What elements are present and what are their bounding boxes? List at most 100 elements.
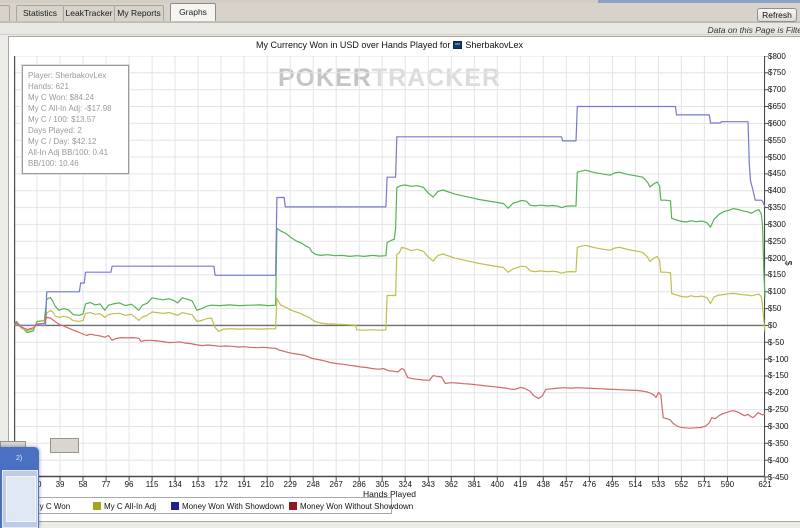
tab-graphs[interactable]: Graphs <box>170 3 216 21</box>
tab-fragment[interactable] <box>0 5 10 21</box>
x-axis-tick-label: 210 <box>260 480 274 489</box>
x-axis-tick-label: 305 <box>375 480 389 489</box>
y-axis-tick-label: $-150 <box>768 371 789 381</box>
x-axis-tick-label: 457 <box>559 480 574 489</box>
y-axis-tick-label: $300 <box>768 219 786 229</box>
stat-player: Player: SherbakovLex <box>28 71 107 80</box>
y-axis-tick-label: $0 <box>768 320 777 330</box>
x-axis-tick-label: 191 <box>237 480 251 489</box>
y-axis-tick-label: $-350 <box>768 438 789 448</box>
x-axis-tick-label: 621 <box>758 480 772 489</box>
stat-per-day: My C / Day: $42.12 <box>28 137 97 146</box>
y-axis-tick-label: $-450 <box>768 472 789 482</box>
y-axis-tick-label: $250 <box>768 236 786 246</box>
y-axis-tick-label: $550 <box>768 135 786 145</box>
background-window-body <box>2 470 38 528</box>
y-axis-tick-label: $700 <box>768 85 786 95</box>
x-axis-tick-label: 533 <box>651 480 666 489</box>
tab-statistics[interactable]: Statistics <box>16 5 64 21</box>
y-axis-tick-label: $-200 <box>768 388 789 398</box>
x-axis-tick-label: 286 <box>352 480 366 489</box>
x-axis-tick-label: 514 <box>628 480 643 489</box>
x-axis-tick-label: 39 <box>55 480 65 489</box>
y-axis-tick-label: $50 <box>768 304 782 314</box>
watermark-tracker: TRACKER <box>371 64 502 92</box>
player-icon <box>453 41 463 49</box>
x-axis-tick-label: 400 <box>490 480 504 489</box>
background-window-caption: 2) <box>16 455 23 462</box>
filter-notice-text: Data on this Page is Filte <box>707 25 800 35</box>
tab-my-reports[interactable]: My Reports <box>114 5 164 21</box>
chart-legend: My C Won My C All-In Adj Money Won With Sh… <box>14 497 413 514</box>
y-axis-tick-label: $400 <box>768 186 786 196</box>
x-axis-tick-label: 172 <box>214 480 228 489</box>
y-axis-tick-label: $100 <box>768 287 786 297</box>
y-axis-tick-label: $-400 <box>768 455 789 465</box>
tab-leaktracker[interactable]: LeakTracker <box>63 5 115 21</box>
tab-bar: Statistics LeakTracker My Reports Graphs… <box>0 3 800 22</box>
refresh-button[interactable]: Refresh <box>757 8 797 22</box>
y-axis-tick-label: $800 <box>768 51 786 61</box>
x-axis-tick-label: 381 <box>467 480 481 489</box>
x-axis-tick-label: 476 <box>582 480 597 489</box>
y-axis-tick-label: $-100 <box>768 354 789 364</box>
x-axis-tick-label: 495 <box>605 480 620 489</box>
x-axis-tick-label: 419 <box>513 480 527 489</box>
window-top-edge <box>0 0 800 3</box>
x-axis-tick-label: 343 <box>421 480 435 489</box>
stat-hands: Hands: 621 <box>28 82 69 91</box>
y-axis-tick-label: $350 <box>768 203 786 213</box>
x-axis-tick-label: 362 <box>444 480 458 489</box>
x-axis-tick-label: 58 <box>78 480 88 489</box>
x-axis-tick-label: 115 <box>145 480 159 489</box>
x-axis-tick-label: 77 <box>101 480 111 489</box>
y-axis-tick-label: $500 <box>768 152 786 162</box>
y-axis-tick-label: $600 <box>768 118 786 128</box>
y-axis-tick-label: $-50 <box>768 337 785 347</box>
y-axis-tick-label: $200 <box>768 253 786 263</box>
x-axis-tick-label: 134 <box>168 480 182 489</box>
x-axis-tick-label: 267 <box>329 480 343 489</box>
stat-days-played: Days Played: 2 <box>28 126 82 135</box>
legend-swatch-icon <box>289 502 297 510</box>
pokertracker-watermark: POKERTRACKER <box>14 64 765 93</box>
x-axis-title: Hands Played <box>363 489 416 499</box>
x-axis-tick-label: 96 <box>124 480 134 489</box>
window-top-edge-right <box>598 0 800 3</box>
background-window[interactable]: 2) <box>0 447 39 528</box>
background-window-fragment-2 <box>50 438 79 453</box>
chart-title-player: SherbakovLex <box>465 40 523 50</box>
y-axis-tick-label: $150 <box>768 270 786 280</box>
stat-all-in-adj-bb100: All-In Adj BB/100: 0.41 <box>28 148 109 157</box>
chart-plot-area <box>14 56 769 481</box>
x-axis-tick-label: 248 <box>306 480 320 489</box>
chart-title: My Currency Won in USD over Hands Played… <box>14 40 765 50</box>
x-axis-tick-label: 571 <box>697 480 712 489</box>
stat-my-c-won: My C Won: $84.24 <box>28 93 95 102</box>
y-axis-tick-label: $750 <box>768 68 786 78</box>
legend-label: My C All-In Adj <box>104 502 157 511</box>
stats-summary-box: Player: SherbakovLex Hands: 621 My C Won… <box>22 65 129 174</box>
watermark-poker: POKER <box>277 64 372 92</box>
y-axis-title: $ <box>783 260 794 266</box>
stat-bb100: BB/100: 10.46 <box>28 159 79 168</box>
x-axis-tick-label: 438 <box>536 480 551 489</box>
legend-label: My C Won <box>33 502 71 511</box>
legend-swatch-icon <box>171 502 179 510</box>
stat-per-100: My C / 100: $13.57 <box>28 115 96 124</box>
filter-notice-band: Data on this Page is Filte <box>0 22 800 35</box>
y-axis-tick-label: $-250 <box>768 405 789 415</box>
legend-swatch-icon <box>93 502 101 510</box>
legend-label: Money Won Without Showdown <box>300 502 414 511</box>
chart-title-prefix: My Currency Won in USD over Hands Played… <box>256 40 451 50</box>
y-axis-tick-label: $650 <box>768 102 786 112</box>
background-window-content <box>6 476 36 522</box>
x-axis-tick-label: 153 <box>191 480 205 489</box>
stat-all-in-adj: My C All-In Adj: -$17.98 <box>28 104 112 113</box>
y-axis-tick-label: $-300 <box>768 421 789 431</box>
x-axis-tick-label: 324 <box>398 480 412 489</box>
y-axis-tick-label: $450 <box>768 169 786 179</box>
x-axis-tick-label: 229 <box>283 480 297 489</box>
x-axis-tick-label: 552 <box>674 480 689 489</box>
